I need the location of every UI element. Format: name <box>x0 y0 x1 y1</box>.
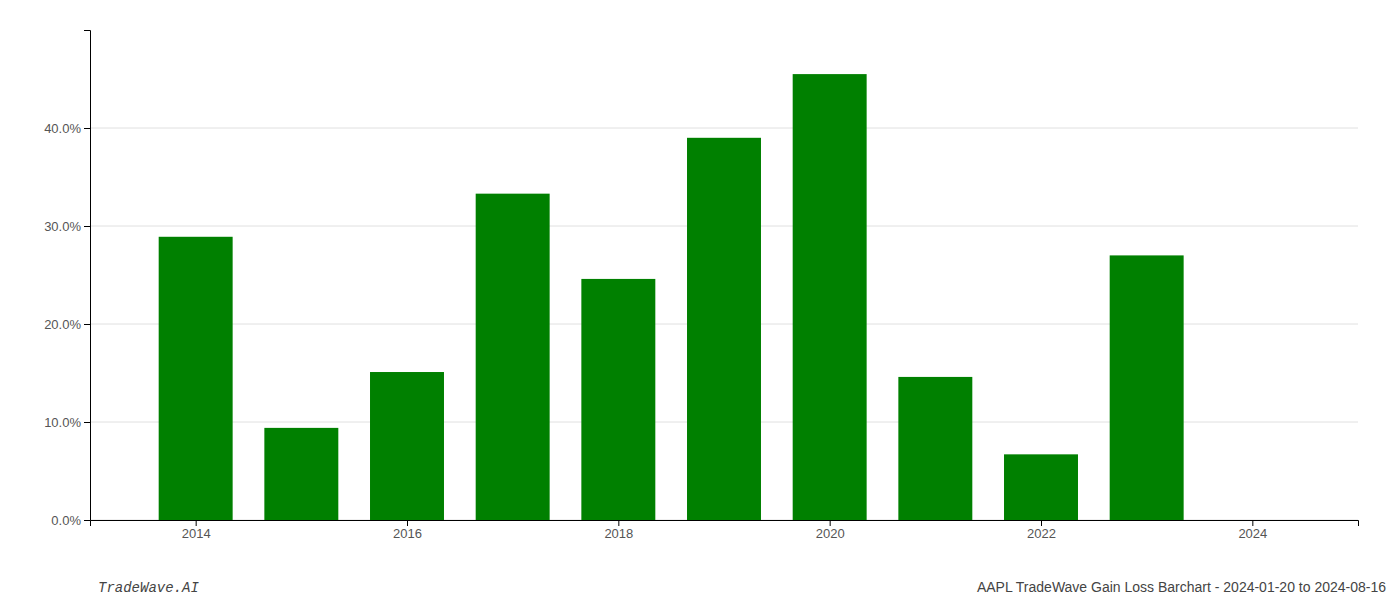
tick: 20.0% <box>44 317 90 332</box>
tick-label: 2024 <box>1238 526 1267 541</box>
tick-label: 20.0% <box>44 317 81 332</box>
tick-mark <box>84 422 90 423</box>
bar <box>370 372 444 520</box>
bar <box>1004 454 1078 520</box>
tick-mark <box>196 520 197 526</box>
bar <box>264 428 338 520</box>
tick-mark <box>84 324 90 325</box>
bar <box>1110 255 1184 520</box>
tick: 10.0% <box>44 415 90 430</box>
axis-line <box>84 31 91 521</box>
footer-text: AAPL TradeWave Gain Loss Barchart - 2024… <box>977 579 1386 595</box>
tick-mark <box>830 520 831 526</box>
tick-mark <box>1252 520 1253 526</box>
bar <box>898 377 972 520</box>
tick-mark <box>618 520 619 526</box>
tick-label: 2022 <box>1027 526 1056 541</box>
chart: 2014 2016 2018 2020 2022 2024 0.0% 10.0% 20.0% 30… <box>0 0 1400 600</box>
bar <box>581 279 655 520</box>
tick: 2014 <box>182 520 211 541</box>
bar <box>793 74 867 520</box>
tick-label: 2018 <box>604 526 633 541</box>
tick-label: 2014 <box>182 526 211 541</box>
tick: 2024 <box>1238 520 1267 541</box>
y-axis: 0.0% 10.0% 20.0% 30.0% 40.0% <box>44 31 90 528</box>
tick: 2016 <box>393 520 422 541</box>
tick: 40.0% <box>44 121 90 136</box>
tick-mark <box>407 520 408 526</box>
tick-mark <box>84 520 90 521</box>
footer-text: TradeWave.AI <box>98 580 199 596</box>
bar <box>159 237 233 520</box>
chart-container: 2014 2016 2018 2020 2022 2024 0.0% 10.0% 20.0% 30… <box>0 0 1400 600</box>
tick-label: 2020 <box>816 526 845 541</box>
tick-label: 2016 <box>393 526 422 541</box>
tick: 2020 <box>816 520 845 541</box>
bar <box>687 138 761 520</box>
tick: 2022 <box>1027 520 1056 541</box>
tick-mark <box>1041 520 1042 526</box>
tick-label: 10.0% <box>44 415 81 430</box>
x-axis: 2014 2016 2018 2020 2022 2024 <box>91 520 1359 541</box>
bars <box>159 74 1184 520</box>
tick: 0.0% <box>51 513 90 528</box>
tick: 30.0% <box>44 219 90 234</box>
tick-label: 0.0% <box>51 513 81 528</box>
axis-line <box>91 521 1359 527</box>
grid <box>90 128 1358 520</box>
bar <box>476 194 550 520</box>
tick-label: 30.0% <box>44 219 81 234</box>
tick-mark <box>84 128 90 129</box>
grid-line <box>90 128 1358 129</box>
tick-mark <box>84 226 90 227</box>
tick-label: 40.0% <box>44 121 81 136</box>
tick: 2018 <box>604 520 633 541</box>
